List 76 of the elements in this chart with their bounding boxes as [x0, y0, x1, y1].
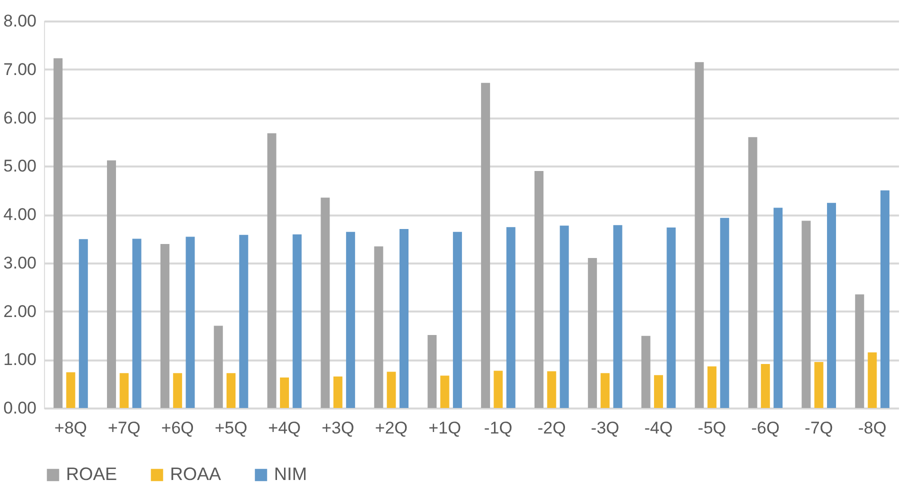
y-tick-label: 4.00: [3, 205, 36, 224]
bar: [428, 334, 437, 408]
bar: [666, 228, 676, 408]
bar: [641, 336, 650, 408]
y-tick-label: 3.00: [3, 253, 36, 272]
bar: [374, 246, 384, 408]
x-tick-label: +2Q: [375, 418, 408, 438]
bar: [760, 364, 770, 408]
bar: [120, 373, 129, 408]
bar: [600, 373, 610, 408]
bar: [106, 160, 116, 408]
y-tick-label: 6.00: [3, 108, 36, 128]
bar: [267, 133, 276, 408]
bar: [292, 234, 302, 408]
bar: [814, 362, 824, 408]
y-tick-label: 0.00: [3, 398, 36, 418]
x-tick-label: -4Q: [644, 418, 673, 438]
bar: [481, 82, 490, 408]
x-tick-label: +5Q: [214, 418, 248, 438]
bar: [239, 234, 248, 408]
legend-label: NIM: [274, 464, 307, 484]
bar: [707, 366, 716, 408]
y-tick-label: 1.00: [3, 350, 36, 370]
bar: [774, 208, 783, 408]
legend-label: ROAE: [66, 464, 118, 484]
bar: [173, 373, 182, 408]
y-tick-label: 8.00: [3, 12, 36, 30]
bar: [560, 226, 569, 408]
bar: [494, 370, 503, 408]
bar: [400, 229, 409, 408]
bar: [280, 378, 289, 408]
bar: [346, 232, 356, 408]
bar: [452, 232, 462, 408]
bar: [880, 190, 890, 408]
x-tick-label: -1Q: [484, 418, 512, 438]
bar: [186, 236, 195, 408]
bar: [613, 225, 622, 408]
bar: [588, 258, 597, 408]
y-tick-label: 7.00: [3, 60, 36, 79]
x-tick-label: +8Q: [54, 418, 88, 438]
y-tick-label: 2.00: [3, 302, 36, 321]
y-tick-label: 5.00: [3, 156, 36, 176]
bar: [868, 352, 877, 408]
bar: [506, 227, 516, 408]
x-tick-label: -8Q: [858, 418, 886, 438]
x-tick-label: -6Q: [751, 418, 780, 438]
bar: [54, 58, 63, 408]
x-tick-label: -7Q: [804, 418, 834, 438]
bar: [855, 294, 864, 408]
bar: [547, 371, 556, 408]
bar: [78, 239, 88, 408]
x-tick-label: +6Q: [161, 418, 194, 438]
bar: [440, 376, 450, 408]
bar: [333, 376, 342, 408]
bar: [534, 170, 544, 408]
x-tick-label: -3Q: [590, 418, 620, 438]
bar: [214, 326, 223, 408]
bar: [827, 202, 836, 408]
bar: [132, 238, 142, 408]
x-tick-label: +3Q: [322, 418, 354, 438]
x-tick-label: +7Q: [108, 418, 140, 438]
x-tick-label: +4Q: [268, 418, 301, 438]
bar: [802, 220, 811, 408]
bar: [386, 372, 396, 408]
legend-label: ROAA: [170, 464, 222, 484]
bar: [160, 244, 170, 408]
bar: [320, 198, 330, 408]
bar: [720, 218, 730, 408]
x-tick-label: +1Q: [428, 418, 462, 438]
bar: [694, 62, 704, 408]
bar: [226, 373, 236, 408]
x-tick-label: -5Q: [698, 418, 726, 438]
bar: [654, 375, 664, 408]
bar: [66, 372, 76, 408]
x-tick-label: -2Q: [537, 418, 566, 438]
bar: [748, 137, 758, 408]
